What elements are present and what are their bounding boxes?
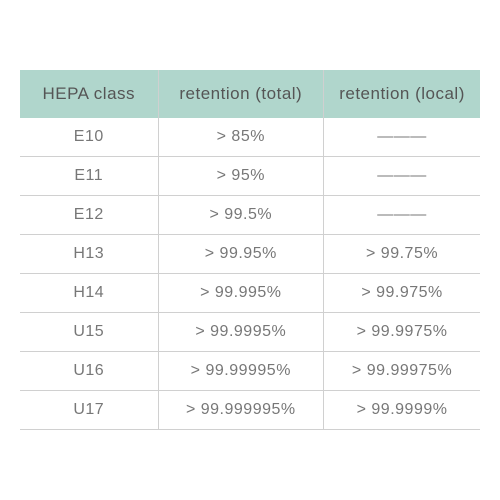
cell-retention-local: ———: [324, 157, 480, 196]
table-row: H14 > 99.995% > 99.975%: [20, 274, 480, 313]
table-row: E12 > 99.5% ———: [20, 196, 480, 235]
table-row: E10 > 85% ———: [20, 118, 480, 157]
cell-class: H14: [20, 274, 158, 313]
table-row: U16 > 99.99995% > 99.99975%: [20, 352, 480, 391]
cell-class: U15: [20, 313, 158, 352]
cell-retention-total: > 99.99995%: [158, 352, 324, 391]
cell-retention-total: > 99.995%: [158, 274, 324, 313]
cell-class: H13: [20, 235, 158, 274]
cell-retention-total: > 99.999995%: [158, 391, 324, 430]
cell-retention-local: > 99.9975%: [324, 313, 480, 352]
cell-retention-local: > 99.75%: [324, 235, 480, 274]
cell-retention-total: > 99.5%: [158, 196, 324, 235]
cell-retention-total: > 99.95%: [158, 235, 324, 274]
table-row: E11 > 95% ———: [20, 157, 480, 196]
cell-retention-local: > 99.9999%: [324, 391, 480, 430]
table-header: HEPA class retention (total) retention (…: [20, 70, 480, 118]
cell-class: U16: [20, 352, 158, 391]
cell-retention-total: > 99.9995%: [158, 313, 324, 352]
col-header-retention-local: retention (local): [324, 70, 480, 118]
table-row: H13 > 99.95% > 99.75%: [20, 235, 480, 274]
cell-class: E10: [20, 118, 158, 157]
cell-class: E12: [20, 196, 158, 235]
cell-class: U17: [20, 391, 158, 430]
table-row: U15 > 99.9995% > 99.9975%: [20, 313, 480, 352]
col-header-retention-total: retention (total): [158, 70, 324, 118]
cell-retention-local: ———: [324, 196, 480, 235]
table-row: U17 > 99.999995% > 99.9999%: [20, 391, 480, 430]
cell-retention-local: ———: [324, 118, 480, 157]
table-body: E10 > 85% ——— E11 > 95% ——— E12 > 99.5% …: [20, 118, 480, 430]
col-header-class: HEPA class: [20, 70, 158, 118]
cell-retention-local: > 99.975%: [324, 274, 480, 313]
table-header-row: HEPA class retention (total) retention (…: [20, 70, 480, 118]
hepa-table-container: HEPA class retention (total) retention (…: [20, 70, 480, 430]
hepa-table: HEPA class retention (total) retention (…: [20, 70, 480, 430]
cell-retention-total: > 85%: [158, 118, 324, 157]
cell-class: E11: [20, 157, 158, 196]
cell-retention-total: > 95%: [158, 157, 324, 196]
cell-retention-local: > 99.99975%: [324, 352, 480, 391]
